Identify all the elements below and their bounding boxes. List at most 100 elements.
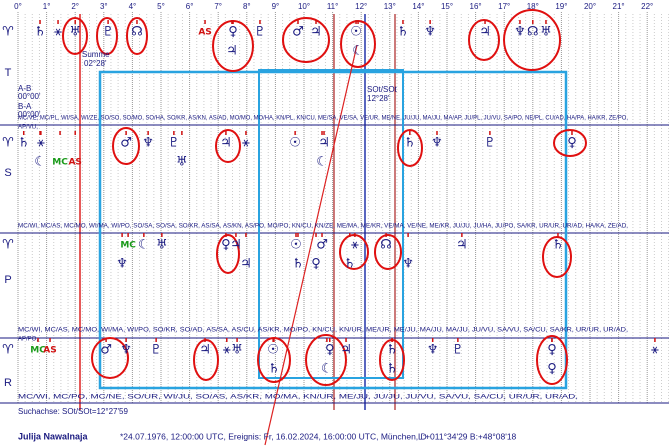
planet-glyph: ♃: [240, 257, 252, 272]
planet-glyph: ⚹: [223, 343, 231, 358]
planet-glyph: ♆: [142, 136, 154, 151]
planet-glyph: ♃: [230, 238, 242, 253]
planet-glyph: ⚹: [242, 136, 250, 151]
midpoint-header: AP/VU,: [18, 124, 38, 131]
planet-glyph: ♂: [100, 343, 112, 358]
planet-glyph: ♇: [168, 136, 180, 151]
planet-glyph: ♆: [424, 25, 436, 40]
planet-glyph: ♀: [221, 238, 231, 253]
degree-label: 17°: [498, 2, 510, 11]
planet-glyph: ♄: [268, 362, 280, 377]
degree-label: 15°: [441, 2, 453, 11]
footer-details: *24.07.1976, 12:00:00 UTC, Ereignis: Fr,…: [120, 431, 427, 441]
degree-label: 19°: [555, 2, 567, 11]
summe-label: Summe: [82, 50, 110, 59]
midpoint-header: MC/WI, MC/AS, MC/MO, WI/MA, WI/PO, SO/KR…: [18, 327, 628, 334]
planet-glyph: ♃: [479, 25, 491, 40]
midpoint-header: MC/WI, MC/AS, MC/MO, WI/MA, WI/PO, SO/SA…: [18, 223, 628, 230]
planet-glyph: ♂: [292, 25, 304, 40]
planet-glyph: ☾: [34, 155, 46, 170]
midpoint-header: MC/VE, MC/PL, WI/SA, WI/ZE, SO/SO, SO/MO…: [18, 115, 628, 122]
planet-glyph: ♇: [484, 136, 496, 151]
degree-label: 0°: [14, 2, 22, 11]
degree-label: 9°: [272, 2, 280, 11]
degree-label: 22°: [641, 2, 653, 11]
axis-label: SOt/SOt: [367, 85, 398, 94]
degree-label: 2°: [71, 2, 79, 11]
planet-glyph: ⚹: [54, 25, 62, 40]
planet-glyph: ♃: [340, 343, 352, 358]
planet-glyph: ♇: [150, 343, 162, 358]
ba-label: B-A: [18, 102, 32, 111]
degree-label: 14°: [412, 2, 424, 11]
axis-value: 12°28': [367, 94, 390, 103]
degree-label: 16°: [470, 2, 482, 11]
ab-value: 00°00': [18, 92, 41, 101]
planet-glyph: ♅: [176, 155, 188, 170]
selection-box: [98, 70, 568, 390]
band-label: R: [4, 377, 12, 389]
degree-label: 4°: [129, 2, 137, 11]
degree-label: 20°: [584, 2, 596, 11]
midpoint-header: MC/WI, MC/PO, MC/NE, SO/UR, WI/JU, SO/AS…: [18, 394, 578, 401]
planet-glyph: ♆: [402, 257, 414, 272]
planet-glyph: ☾: [316, 155, 328, 170]
degree-label: 7°: [214, 2, 222, 11]
planet-glyph: ♃: [310, 25, 322, 40]
planet-glyph: ♄: [292, 257, 304, 272]
planet-glyph: MC: [120, 241, 136, 251]
planet-glyph: MC: [52, 158, 68, 168]
planet-glyph: ♆: [116, 257, 128, 272]
degree-label: 1°: [43, 2, 51, 11]
planet-glyph: ♄: [386, 343, 398, 358]
planet-glyph: ☉: [350, 25, 362, 40]
planet-glyph: ☾: [138, 238, 150, 253]
planet-glyph: ⚹: [351, 238, 359, 253]
planet-glyph: ♆: [514, 25, 526, 40]
planet-glyph: ♅: [156, 238, 168, 253]
planet-glyph: ♂: [120, 136, 132, 151]
planet-glyph: ♃: [318, 136, 330, 151]
planet-glyph: ♅: [231, 343, 243, 358]
aries-marker: ♈: [2, 238, 14, 253]
planet-glyph: ♀: [547, 362, 557, 377]
planet-glyph: ♄: [404, 136, 416, 151]
degree-label: 13°: [384, 2, 396, 11]
planet-glyph: ♆: [431, 136, 443, 151]
planet-glyph: ♄: [34, 25, 46, 40]
planet-glyph: ♄: [386, 362, 398, 377]
degree-label: 8°: [243, 2, 251, 11]
planet-glyph: ♇: [254, 25, 266, 40]
planet-glyph: ♄: [552, 238, 564, 253]
planet-glyph: ☾: [352, 44, 364, 59]
planet-glyph: ♃: [226, 44, 238, 59]
planet-glyph: ☊: [527, 25, 539, 40]
footer-coords: L:+011°34'29 B:+48°08'18: [418, 431, 517, 441]
band-label: T: [5, 67, 12, 79]
planet-glyph: ♇: [102, 25, 114, 40]
planet-glyph: ♀: [325, 343, 335, 358]
degree-label: 21°: [613, 2, 625, 11]
aries-marker: ♈: [2, 25, 14, 40]
degree-label: 18°: [527, 2, 539, 11]
degree-label: 6°: [186, 2, 194, 11]
ba-value: 00°00': [18, 110, 41, 119]
midpoint-header: AP/PO,: [18, 336, 38, 343]
planet-glyph: ☉: [290, 238, 302, 253]
planet-glyph: ♂: [316, 238, 328, 253]
planet-glyph: ⚹: [37, 136, 45, 151]
footer-name: Julija Nawalnaja: [18, 431, 89, 441]
degree-label: 10°: [298, 2, 310, 11]
planet-glyph: ☉: [289, 136, 301, 151]
band-label: P: [4, 274, 11, 286]
planet-glyph: ♄: [397, 25, 409, 40]
planet-glyph: ♀: [567, 136, 577, 151]
degree-label: 12°: [355, 2, 367, 11]
search-axis: Suchachse: SOt/SOt=12°27'59: [18, 407, 128, 416]
aries-marker: ♈: [2, 136, 14, 151]
planet-glyph: ♄: [344, 257, 356, 272]
planet-glyph: ♀: [228, 25, 238, 40]
planet-glyph: ♃: [220, 136, 232, 151]
planet-glyph: ♅: [540, 25, 552, 40]
planet-glyph: MC: [30, 346, 46, 356]
